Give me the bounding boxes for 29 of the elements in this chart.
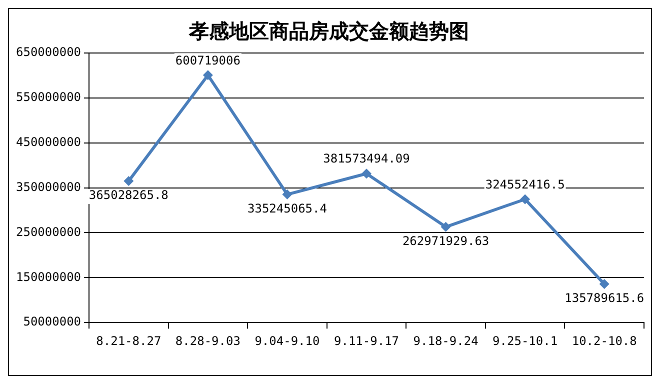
- y-tick-label: 150000000: [16, 270, 82, 284]
- point: [599, 279, 610, 290]
- point: [124, 176, 134, 186]
- data-label: 381573494.09: [323, 152, 410, 166]
- data-label: 335245065.4: [247, 202, 327, 216]
- point: [362, 168, 372, 179]
- x-tick-label: 8.28-9.03: [175, 334, 240, 348]
- x-tick-label: 8.21-8.27: [96, 334, 162, 348]
- y-tick-label: 50000000: [23, 314, 82, 329]
- y-tick-label: 250000000: [16, 224, 82, 239]
- point: [202, 70, 213, 80]
- x-tick-label: 9.04-9.10: [254, 334, 320, 348]
- point: [282, 189, 292, 200]
- y-tick-label: 350000000: [16, 180, 82, 194]
- x-tick-label: 9.11-9.17: [334, 334, 400, 348]
- x-tick-label: 10.2-10.8: [572, 334, 637, 348]
- chart-title: 孝感地区商品房成交金额趋势图: [188, 19, 469, 44]
- point: [520, 194, 530, 204]
- y-tick-label: 450000000: [16, 134, 82, 149]
- data-label: 365028265.8: [88, 188, 168, 202]
- x-tick-label: 9.25-10.1: [492, 334, 558, 348]
- data-label: 262971929.63: [402, 234, 490, 248]
- point: [440, 222, 451, 232]
- y-tick-label: 650000000: [16, 45, 82, 60]
- data-label: 324552416.5: [485, 177, 565, 192]
- y-tick-label: 550000000: [16, 90, 82, 104]
- x-tick-label: 9.18-9.24: [413, 334, 478, 348]
- data-label: 600719006: [175, 53, 240, 68]
- data-label: 135789615.6: [564, 291, 644, 306]
